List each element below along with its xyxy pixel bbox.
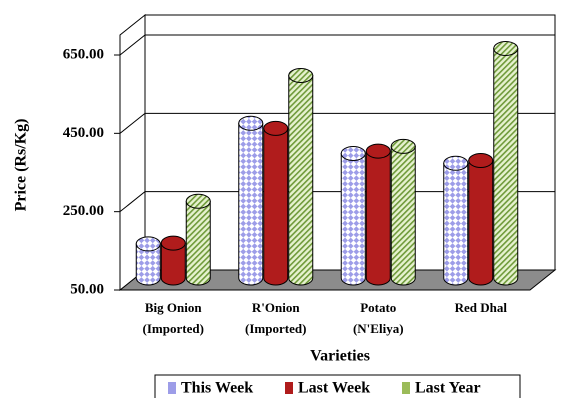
- cylinder-top: [365, 143, 391, 159]
- bar: [365, 143, 391, 286]
- x-tick-label: (N'Eliya): [353, 321, 404, 336]
- cylinder-top: [493, 40, 519, 56]
- cylinder-body: [340, 152, 366, 286]
- bars: [135, 40, 519, 286]
- y-tick-label: 50.00: [70, 281, 104, 297]
- bar: [238, 115, 264, 286]
- bar: [135, 236, 161, 286]
- x-tick-label: (Imported): [143, 321, 204, 336]
- legend-box: [154, 374, 521, 398]
- x-axis-title: Varieties: [310, 348, 370, 365]
- cylinder-body: [263, 127, 289, 286]
- y-tick-label: 250.00: [63, 203, 104, 219]
- x-tick-label: Potato: [360, 300, 396, 315]
- legend-swatch: [285, 382, 293, 394]
- cylinder-body: [390, 145, 416, 286]
- bar: [443, 155, 469, 286]
- legend-label: Last Year: [415, 380, 481, 397]
- bar: [468, 153, 494, 286]
- legend-label: This Week: [181, 380, 253, 397]
- cylinder-body: [288, 75, 314, 286]
- legend-label: Last Week: [298, 380, 370, 397]
- bar: [288, 68, 314, 286]
- grid: [114, 34, 555, 291]
- y-axis-title: Price (Rs/Kg): [13, 119, 30, 212]
- cylinder-top: [238, 115, 264, 131]
- cylinder-body: [238, 122, 264, 286]
- cylinder-body: [185, 200, 211, 286]
- grid-line: [119, 34, 555, 56]
- cylinder-top: [468, 153, 494, 168]
- cylinder-top: [135, 236, 161, 252]
- cylinder-top: [160, 235, 186, 251]
- x-tick-label: Red Dhal: [455, 300, 508, 315]
- y-tick-label: 650.00: [63, 46, 104, 62]
- x-tick-label: Big Onion: [145, 300, 202, 315]
- bar: [493, 40, 519, 286]
- cylinder-top: [288, 68, 314, 84]
- cylinder-top: [340, 145, 366, 161]
- x-tick-label: R'Onion: [252, 300, 300, 315]
- legend-swatch: [168, 382, 176, 394]
- cylinder-body: [135, 243, 161, 286]
- cylinder-top: [263, 120, 289, 136]
- cylinder-top: [185, 193, 211, 209]
- y-tick-label: 450.00: [63, 125, 104, 141]
- bar: [160, 235, 186, 286]
- bar: [340, 145, 366, 286]
- legend: This Week Last Week Last Year: [168, 380, 481, 397]
- bar: [390, 138, 416, 286]
- cylinder-body: [468, 160, 494, 286]
- cylinder-top: [390, 138, 416, 154]
- x-tick-label: (Imported): [245, 321, 306, 336]
- bar: [263, 120, 289, 286]
- cylinder-top: [443, 155, 469, 171]
- cylinder-body: [365, 150, 391, 286]
- cylinder-body: [493, 47, 519, 286]
- cylinder-body: [160, 242, 186, 286]
- bar: [185, 193, 211, 286]
- legend-swatch: [402, 382, 410, 394]
- cylinder-body: [443, 162, 469, 286]
- grid-line: [119, 191, 555, 213]
- grid-line: [119, 112, 555, 134]
